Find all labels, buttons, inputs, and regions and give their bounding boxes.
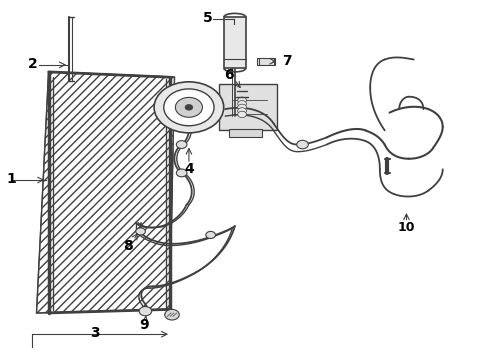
- Text: 5: 5: [203, 11, 213, 25]
- Circle shape: [296, 140, 308, 149]
- Bar: [257, 58, 275, 65]
- Circle shape: [237, 108, 246, 114]
- Circle shape: [237, 100, 246, 107]
- Text: 6: 6: [224, 68, 233, 82]
- Text: 1: 1: [7, 172, 16, 186]
- Text: 10: 10: [397, 221, 414, 234]
- Text: 8: 8: [122, 239, 132, 253]
- Text: 4: 4: [183, 162, 193, 176]
- Circle shape: [136, 228, 145, 235]
- Circle shape: [237, 97, 246, 103]
- Text: 3: 3: [90, 326, 99, 340]
- Bar: [219, 84, 276, 130]
- Circle shape: [205, 231, 215, 238]
- Text: 7: 7: [281, 54, 291, 68]
- Polygon shape: [37, 72, 174, 313]
- Text: 9: 9: [139, 318, 148, 332]
- Circle shape: [154, 82, 223, 133]
- Bar: [224, 17, 245, 68]
- Text: 2: 2: [28, 57, 38, 71]
- Circle shape: [176, 169, 186, 177]
- Circle shape: [139, 306, 151, 316]
- Circle shape: [184, 104, 192, 110]
- Circle shape: [163, 89, 214, 126]
- Circle shape: [175, 98, 202, 117]
- Circle shape: [237, 111, 246, 118]
- Bar: [228, 129, 262, 138]
- Polygon shape: [37, 72, 174, 313]
- Circle shape: [164, 309, 179, 320]
- Circle shape: [176, 141, 186, 148]
- Circle shape: [237, 104, 246, 111]
